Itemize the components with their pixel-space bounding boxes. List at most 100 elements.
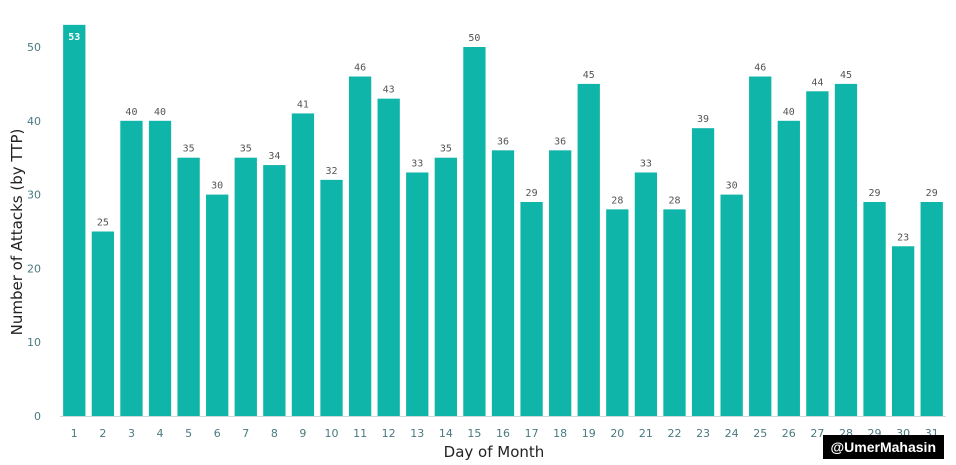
- bar: [920, 201, 943, 416]
- x-tick-label: 25: [753, 427, 767, 440]
- bar: [463, 47, 486, 416]
- x-tick-label: 22: [667, 427, 681, 440]
- data-label: 45: [583, 70, 595, 81]
- data-label: 23: [897, 232, 909, 243]
- x-axis-ticks: 1 2 3 4 5 6 7 8 9 10 11 12 13 14 15 16 17 18 19 20 21 22 23 24 2…: [71, 427, 939, 440]
- data-label: 46: [354, 63, 366, 74]
- data-label: 32: [325, 166, 337, 177]
- data-label: 33: [411, 158, 423, 169]
- x-tick-label: 2: [99, 427, 106, 440]
- bar: [549, 150, 572, 416]
- x-tick-label: 24: [725, 427, 739, 440]
- x-tick-label: 5: [185, 427, 192, 440]
- data-label: 45: [840, 70, 852, 81]
- data-label: 41: [297, 99, 309, 110]
- data-label: 35: [440, 144, 452, 155]
- data-label: 35: [240, 144, 252, 155]
- data-label: 53: [68, 32, 80, 43]
- bar: [63, 24, 86, 417]
- data-label: 29: [869, 188, 881, 199]
- x-tick-label: 19: [582, 427, 596, 440]
- bar: [177, 157, 200, 416]
- bar: [806, 91, 829, 416]
- x-tick-label: 12: [382, 427, 396, 440]
- bar: [263, 165, 286, 416]
- bar: [749, 76, 772, 417]
- x-tick-label: 7: [242, 427, 249, 440]
- y-tick-label: 10: [27, 336, 41, 349]
- data-label: 25: [97, 218, 109, 229]
- x-tick-label: 18: [553, 427, 567, 440]
- data-label: 44: [811, 77, 823, 88]
- bar: [891, 246, 915, 416]
- bar: [434, 157, 457, 416]
- x-tick-label: 16: [496, 427, 510, 440]
- x-tick-label: 13: [410, 427, 424, 440]
- bar: [863, 201, 886, 416]
- y-tick-label: 20: [27, 262, 41, 275]
- x-tick-label: 10: [325, 427, 339, 440]
- y-axis-ticks: 0 10 20 30 40 50: [27, 41, 41, 423]
- data-label: 39: [697, 114, 709, 125]
- x-tick-label: 26: [782, 427, 796, 440]
- data-label: 40: [125, 107, 137, 118]
- x-axis-title: Day of Month: [444, 443, 545, 461]
- bar: [834, 83, 858, 417]
- bar: [606, 209, 629, 416]
- x-tick-label: 8: [271, 427, 278, 440]
- bar: [148, 120, 172, 417]
- bar: [234, 157, 257, 416]
- data-label: 28: [611, 195, 623, 206]
- x-tick-label: 9: [299, 427, 306, 440]
- x-tick-label: 1: [71, 427, 78, 440]
- bar: [291, 113, 315, 417]
- data-label: 30: [211, 181, 223, 192]
- watermark-badge: @UmerMahasin: [822, 435, 944, 459]
- bar: [520, 201, 543, 416]
- bar: [348, 76, 372, 417]
- x-tick-label: 20: [610, 427, 624, 440]
- bar: [320, 179, 343, 416]
- x-tick-label: 3: [128, 427, 135, 440]
- bar: [720, 194, 743, 416]
- bar: [206, 194, 229, 416]
- y-tick-label: 50: [27, 41, 41, 54]
- data-label: 50: [468, 33, 480, 44]
- bar: [406, 172, 429, 416]
- data-label: 33: [640, 158, 652, 169]
- y-tick-label: 0: [34, 410, 41, 423]
- bar: [491, 150, 515, 416]
- bar: [777, 120, 800, 417]
- bar: [634, 172, 658, 416]
- data-label: 30: [726, 181, 738, 192]
- data-labels: 53 25 40 40 35 30 35 34 41 32 46 43 33 35 50 36 29 36 45 28…: [68, 32, 937, 243]
- bar: [691, 128, 715, 416]
- x-tick-label: 6: [214, 427, 221, 440]
- bar: [377, 98, 400, 416]
- x-tick-label: 11: [353, 427, 367, 440]
- data-label: 29: [526, 188, 538, 199]
- y-tick-label: 30: [27, 189, 41, 202]
- data-label: 40: [783, 107, 795, 118]
- data-label: 29: [926, 188, 938, 199]
- x-tick-label: 21: [639, 427, 653, 440]
- data-label: 36: [497, 136, 509, 147]
- data-label: 28: [668, 195, 680, 206]
- x-tick-label: 14: [439, 427, 453, 440]
- bar: [120, 120, 143, 417]
- x-tick-label: 17: [525, 427, 539, 440]
- data-label: 34: [268, 151, 280, 162]
- x-tick-label: 15: [467, 427, 481, 440]
- bar: [663, 209, 686, 416]
- x-tick-label: 27: [810, 427, 824, 440]
- data-label: 40: [154, 107, 166, 118]
- x-tick-label: 4: [157, 427, 164, 440]
- bars: [63, 24, 943, 417]
- bar: [577, 83, 600, 417]
- data-label: 46: [754, 63, 766, 74]
- y-tick-label: 40: [27, 115, 41, 128]
- bar: [91, 231, 115, 416]
- data-label: 43: [383, 85, 395, 96]
- data-label: 35: [183, 144, 195, 155]
